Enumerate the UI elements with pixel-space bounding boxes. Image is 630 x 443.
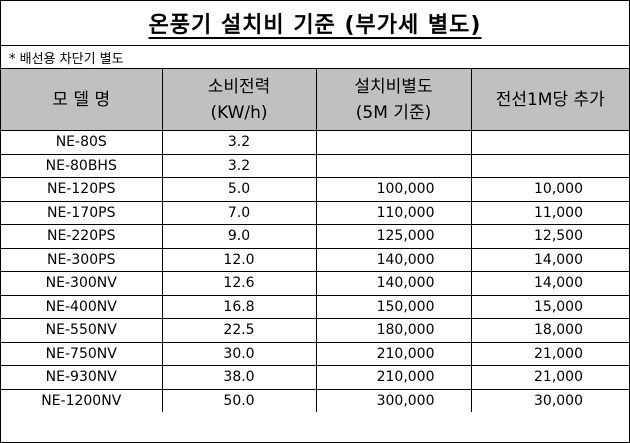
table-row: NE-220PS 9.0 125,000 12,500 [1, 224, 629, 249]
breaker-note: * 배선용 차단기 별도 [9, 51, 124, 67]
cell-install-cost: 140,000 [315, 247, 472, 272]
cell-install-cost [315, 130, 472, 155]
cell-extra-wire-cost: 14,000 [470, 271, 629, 296]
page-title: 온풍기 설치비 기준 (부가세 별도) [148, 13, 482, 38]
table-row: NE-300PS 12.0 140,000 14,000 [1, 247, 629, 272]
table-row: NE-300NV 12.6 140,000 14,000 [1, 271, 629, 296]
table-row: NE-550NV 22.5 180,000 18,000 [1, 318, 629, 343]
cell-model: NE-750NV [1, 341, 163, 366]
cell-extra-wire-cost: 15,000 [470, 294, 629, 319]
cell-power: 3.2 [161, 130, 317, 155]
header-power-label: 소비전력 [207, 76, 271, 97]
cell-model: NE-300PS [1, 247, 163, 272]
table-body: NE-80S 3.2 NE-80BHS 3.2 NE-120PS 5.0 100,000 10… [1, 130, 629, 412]
cell-extra-wire-cost [470, 153, 629, 178]
header-extra-label: 전선1M당 추가 [495, 89, 605, 110]
cell-model: NE-220PS [1, 224, 163, 249]
cell-extra-wire-cost [470, 130, 629, 155]
cell-install-cost: 110,000 [315, 200, 472, 225]
cell-extra-wire-cost: 11,000 [470, 200, 629, 225]
note-row: * 배선용 차단기 별도 [1, 46, 629, 69]
header-power-unit: (KW/h) [210, 102, 268, 123]
cell-install-cost: 150,000 [315, 294, 472, 319]
header-install-basis: (5M 기준) [355, 102, 432, 123]
cell-install-cost: 180,000 [315, 318, 472, 343]
cell-install-cost [315, 153, 472, 178]
cell-extra-wire-cost: 18,000 [470, 318, 629, 343]
cell-model: NE-120PS [1, 177, 163, 202]
cell-install-cost: 210,000 [315, 365, 472, 390]
cell-extra-wire-cost: 14,000 [470, 247, 629, 272]
cell-extra-wire-cost: 21,000 [470, 365, 629, 390]
cell-install-cost: 140,000 [315, 271, 472, 296]
cell-power: 9.0 [161, 224, 317, 249]
cell-model: NE-400NV [1, 294, 163, 319]
table-row: NE-170PS 7.0 110,000 11,000 [1, 200, 629, 225]
header-model-label: 모 델 명 [52, 89, 111, 110]
table-row: NE-80S 3.2 [1, 130, 629, 155]
table-row: NE-750NV 30.0 210,000 21,000 [1, 341, 629, 366]
table-row: NE-400NV 16.8 150,000 15,000 [1, 294, 629, 319]
table-header-row: 모 델 명 소비전력 (KW/h) 설치비별도 (5M 기준) 전선1M당 추가 [1, 69, 629, 131]
cell-model: NE-80S [1, 130, 163, 155]
cell-extra-wire-cost: 30,000 [470, 388, 629, 412]
installation-cost-table: 모 델 명 소비전력 (KW/h) 설치비별도 (5M 기준) 전선1M당 추가… [1, 69, 629, 412]
cell-model: NE-550NV [1, 318, 163, 343]
table-row: NE-80BHS 3.2 [1, 153, 629, 178]
cell-install-cost: 100,000 [315, 177, 472, 202]
table-row: NE-930NV 38.0 210,000 21,000 [1, 365, 629, 390]
table-row: NE-120PS 5.0 100,000 10,000 [1, 177, 629, 202]
header-model: 모 델 명 [1, 69, 163, 131]
header-install-cost: 설치비별도 (5M 기준) [315, 69, 472, 131]
cell-extra-wire-cost: 21,000 [470, 341, 629, 366]
title-row: 온풍기 설치비 기준 (부가세 별도) [1, 1, 629, 46]
cell-extra-wire-cost: 12,500 [470, 224, 629, 249]
cell-model: NE-80BHS [1, 153, 163, 178]
cell-power: 38.0 [161, 365, 317, 390]
table-row: NE-1200NV 50.0 300,000 30,000 [1, 388, 629, 412]
header-extra-wire: 전선1M당 추가 [470, 69, 629, 131]
cell-power: 16.8 [161, 294, 317, 319]
cell-power: 12.6 [161, 271, 317, 296]
cell-power: 12.0 [161, 247, 317, 272]
cell-power: 22.5 [161, 318, 317, 343]
cell-power: 5.0 [161, 177, 317, 202]
cell-install-cost: 210,000 [315, 341, 472, 366]
cell-model: NE-930NV [1, 365, 163, 390]
cell-power: 3.2 [161, 153, 317, 178]
cell-power: 7.0 [161, 200, 317, 225]
cell-install-cost: 125,000 [315, 224, 472, 249]
cell-model: NE-1200NV [1, 388, 163, 412]
cell-power: 30.0 [161, 341, 317, 366]
cell-extra-wire-cost: 10,000 [470, 177, 629, 202]
cell-install-cost: 300,000 [315, 388, 472, 412]
cell-power: 50.0 [161, 388, 317, 412]
cell-model: NE-170PS [1, 200, 163, 225]
header-power: 소비전력 (KW/h) [161, 69, 317, 131]
header-install-label: 설치비별도 [354, 76, 433, 97]
cell-model: NE-300NV [1, 271, 163, 296]
